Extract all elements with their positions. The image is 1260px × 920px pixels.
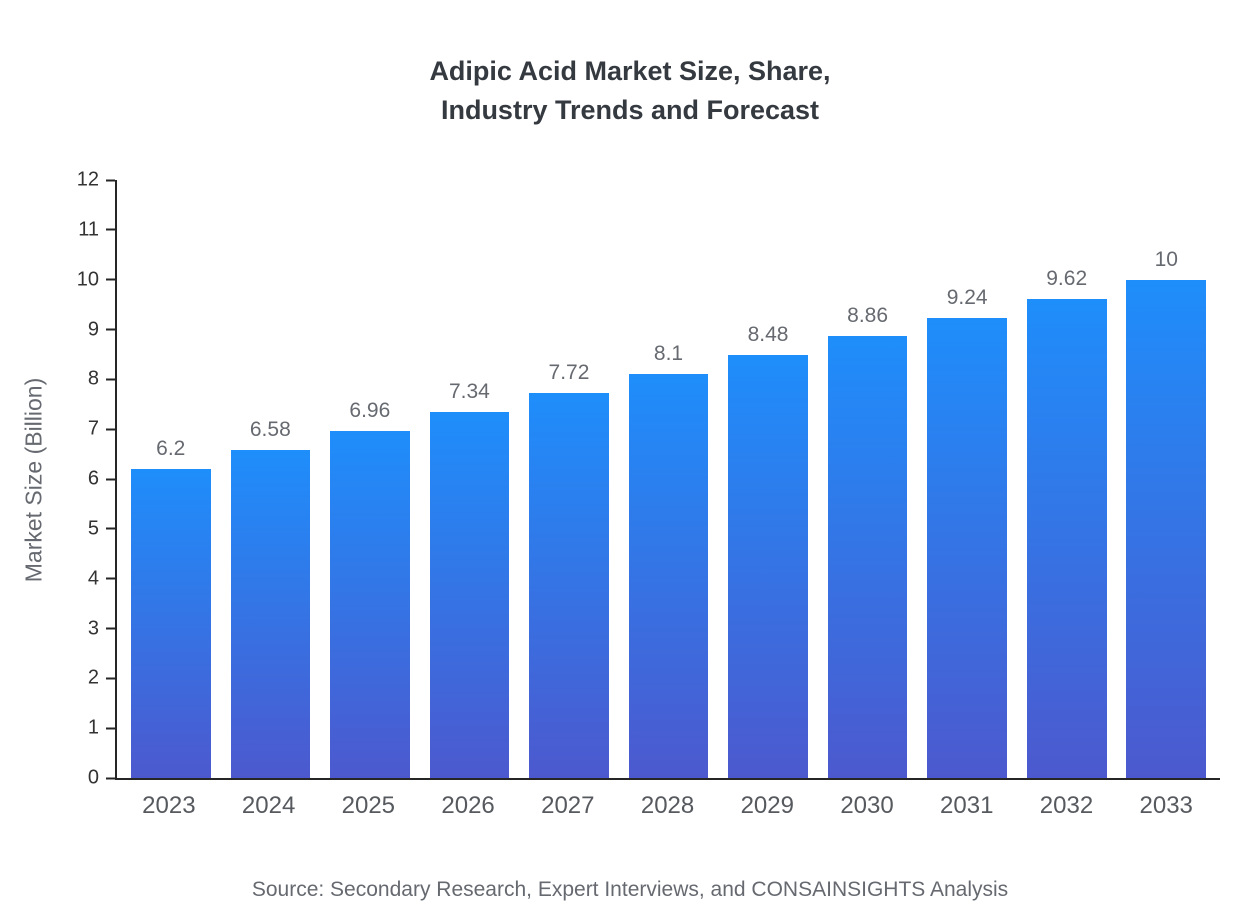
y-tick: 12 — [77, 169, 115, 192]
y-tick-label: 1 — [87, 716, 99, 739]
y-tick: 6 — [88, 468, 115, 491]
y-tick-mark — [106, 527, 115, 530]
bar-value-label: 10 — [1154, 247, 1178, 271]
bar-cell: 8.86 — [818, 180, 918, 778]
x-tick-label: 2025 — [341, 792, 396, 819]
bar — [1026, 298, 1107, 778]
y-tick: 4 — [88, 567, 115, 590]
x-tick-label: 2023 — [142, 792, 196, 819]
y-tick: 8 — [88, 368, 115, 391]
bar — [130, 469, 211, 778]
bar-value-label: 7.72 — [548, 361, 590, 385]
y-tick-label: 0 — [87, 766, 99, 789]
y-tick: 5 — [88, 517, 115, 540]
y-tick-mark — [106, 577, 115, 580]
y-tick: 0 — [88, 767, 115, 790]
bar-cell: 6.96 — [320, 180, 420, 778]
bar — [1126, 279, 1207, 778]
x-tick-label: 2030 — [840, 792, 894, 819]
bar — [429, 412, 510, 778]
y-tick-label: 8 — [87, 367, 99, 390]
bar-value-label: 8.86 — [847, 304, 889, 328]
y-tick-label: 5 — [87, 517, 99, 540]
y-tick-label: 2 — [87, 666, 99, 689]
x-tick-label: 2029 — [740, 792, 794, 819]
bar — [728, 355, 808, 778]
y-tick-label: 6 — [87, 467, 99, 490]
x-tick-label: 2031 — [940, 792, 994, 819]
y-tick-label: 7 — [87, 417, 99, 440]
x-tick-label: 2032 — [1039, 792, 1094, 819]
bar-cell: 9.24 — [917, 180, 1017, 778]
bars-row: 6.2 6.58 6.96 7.34 7.72 8.1 8.48 8.86 9.24 9.62 10 — [117, 180, 1220, 778]
y-tick-mark — [106, 428, 115, 431]
y-tick-mark — [106, 179, 115, 181]
chart-title-line1: Adipic Acid Market Size, Share, — [429, 56, 831, 86]
bar — [628, 374, 709, 778]
y-tick: 11 — [78, 218, 115, 241]
plot-area: 0 1 2 3 4 5 6 7 8 9 10 11 12 6.2 6.58 6.96 7.34 7.72 8.1 8… — [77, 169, 1220, 789]
bar-cell: 8.48 — [718, 180, 818, 778]
chart-title-line2: Industry Trends and Forecast — [440, 95, 820, 126]
y-tick: 1 — [88, 717, 115, 740]
y-tick-mark — [106, 228, 115, 231]
x-tick-label: 2026 — [441, 792, 495, 819]
x-tick-label: 2033 — [1139, 792, 1193, 819]
bar-cell: 7.34 — [420, 180, 520, 778]
bar-cell: 10 — [1116, 180, 1216, 778]
bar-cell: 6.58 — [221, 180, 321, 778]
y-tick-mark — [106, 727, 115, 730]
bar — [927, 317, 1007, 778]
source-note: Source: Secondary Research, Expert Inter… — [251, 878, 1009, 901]
y-tick-mark — [106, 777, 115, 779]
bar-value-label: 7.34 — [448, 380, 490, 404]
bar — [330, 431, 410, 778]
y-tick-mark — [106, 677, 115, 680]
bar-value-label: 9.62 — [1046, 266, 1088, 290]
y-tick-label: 11 — [78, 218, 99, 241]
bar-cell: 7.72 — [519, 180, 619, 778]
bar-value-label: 6.58 — [249, 418, 291, 442]
x-axis-labels: 2023 2024 2025 2026 2027 2028 2029 2030 2031 2032… — [115, 792, 1220, 820]
y-tick-mark — [106, 278, 115, 281]
bar — [230, 450, 311, 778]
y-tick-label: 9 — [87, 318, 99, 340]
y-tick-mark — [106, 378, 115, 381]
x-tick-label: 2028 — [640, 792, 695, 819]
chart-title: Adipic Acid Market Size, Share, Industry… — [0, 52, 1260, 130]
bar-value-label: 8.48 — [747, 323, 789, 347]
y-tick-label: 3 — [87, 617, 99, 639]
y-tick: 3 — [88, 617, 115, 640]
y-tick: 7 — [88, 418, 115, 441]
bar — [827, 336, 908, 778]
bar-cell: 8.1 — [619, 180, 719, 778]
bar-value-label: 6.2 — [156, 437, 186, 461]
y-tick-label: 10 — [76, 268, 99, 291]
x-tick-label: 2024 — [241, 792, 296, 819]
y-tick-label: 4 — [87, 567, 99, 590]
y-tick: 9 — [88, 318, 115, 341]
y-tick-label: 12 — [76, 168, 99, 191]
x-tick-label: 2027 — [541, 792, 595, 819]
bar — [529, 393, 609, 778]
bar-cell: 6.2 — [121, 180, 221, 778]
y-tick-mark — [106, 627, 115, 630]
y-axis-title: Market Size (Billion) — [20, 377, 47, 583]
y-tick-mark — [106, 478, 115, 480]
y-tick-mark — [106, 328, 115, 331]
bar-value-label: 8.1 — [653, 342, 684, 366]
bar-value-label: 9.24 — [946, 285, 988, 309]
bar-value-label: 6.96 — [349, 399, 391, 423]
y-tick: 10 — [77, 268, 115, 291]
y-tick: 2 — [88, 667, 115, 690]
bar-cell: 9.62 — [1017, 180, 1117, 778]
